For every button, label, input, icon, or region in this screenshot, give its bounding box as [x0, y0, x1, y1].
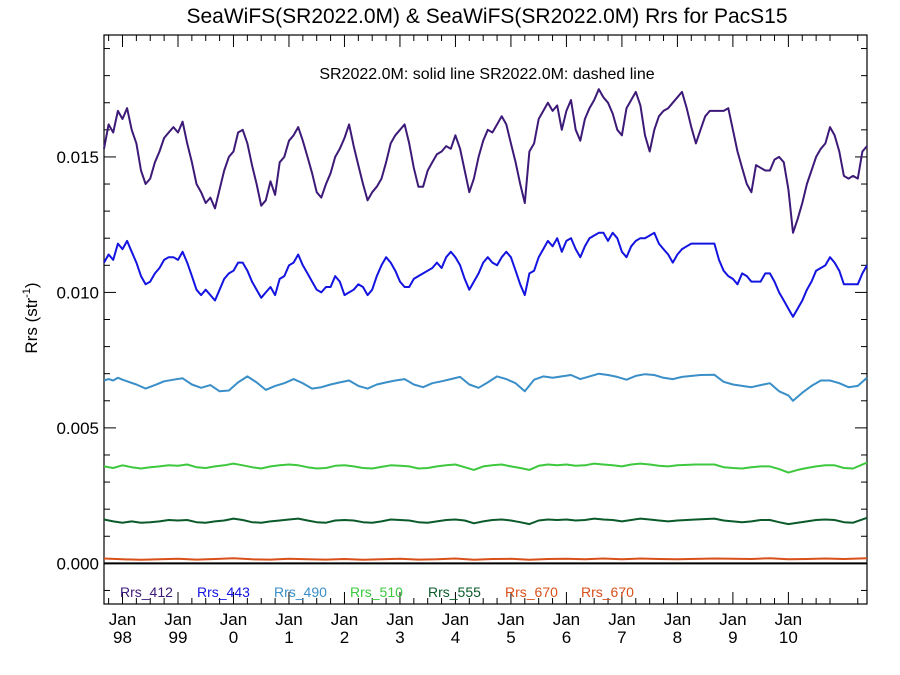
- line-style-annotation: SR2022.0M: solid line SR2022.0M: dashed …: [319, 66, 654, 83]
- x-tick-month-label: Jan: [553, 610, 580, 629]
- y-axis-label-close: ): [22, 282, 41, 288]
- legend-item: Rrs_490: [274, 584, 327, 600]
- x-tick-month-label: Jan: [664, 610, 691, 629]
- x-tick-month-label: Jan: [775, 610, 802, 629]
- x-tick-month-label: Jan: [497, 610, 524, 629]
- series-line-rrs-510: [103, 461, 868, 474]
- series-line-rrs-490: [103, 372, 868, 402]
- x-tick-month-label: Jan: [275, 610, 302, 629]
- x-tick-year-label: 10: [779, 628, 798, 647]
- x-tick-month-label: Jan: [164, 610, 191, 629]
- x-tick-year-label: 99: [169, 628, 188, 647]
- y-axis-label: Rrs (str-1): [21, 282, 41, 353]
- x-tick-year-label: 98: [113, 628, 132, 647]
- y-axis-label-superscript: -1: [21, 288, 33, 298]
- x-tick-month-label: Jan: [608, 610, 635, 629]
- legend: Rrs_412 Rrs_443 Rrs_490 Rrs_510 Rrs_555 Rrs_6…: [120, 584, 634, 600]
- x-tick-year-label: 2: [340, 628, 349, 647]
- series-line-rrs-670: [103, 557, 868, 561]
- x-tick-year-label: 5: [506, 628, 515, 647]
- axes-layer: 0.0000.0050.0100.015Jan98Jan99Jan0Jan1Ja…: [56, 35, 867, 647]
- x-tick-year-label: 8: [673, 628, 682, 647]
- y-tick-label: 0.000: [56, 554, 99, 573]
- x-tick-year-label: 7: [617, 628, 626, 647]
- x-tick-month-label: Jan: [442, 610, 469, 629]
- series-layer: [103, 88, 868, 561]
- x-tick-month-label: Jan: [719, 610, 746, 629]
- plot-frame: [103, 34, 868, 605]
- x-tick-year-label: 9: [728, 628, 737, 647]
- legend-item: Rrs_670: [581, 584, 634, 600]
- x-tick-month-label: Jan: [386, 610, 413, 629]
- chart-title: SeaWiFS(SR2022.0M) & SeaWiFS(SR2022.0M) …: [186, 5, 787, 28]
- y-axis-label-main: Rrs (str: [22, 298, 41, 354]
- y-tick-label: 0.005: [56, 419, 99, 438]
- x-tick-month-label: Jan: [109, 610, 136, 629]
- x-tick-month-label: Jan: [220, 610, 247, 629]
- x-tick-year-label: 0: [229, 628, 238, 647]
- x-tick-year-label: 1: [284, 628, 293, 647]
- legend-item: Rrs_412: [120, 584, 173, 600]
- series-line-rrs-555: [103, 516, 868, 526]
- series-line-rrs-412: [103, 88, 868, 234]
- y-tick-label: 0.010: [56, 283, 99, 302]
- x-tick-year-label: 4: [451, 628, 460, 647]
- series-line-rrs-443: [103, 231, 868, 318]
- x-tick-year-label: 3: [395, 628, 404, 647]
- legend-item: Rrs_443: [197, 584, 250, 600]
- legend-item: Rrs_510: [350, 584, 403, 600]
- x-tick-month-label: Jan: [331, 610, 358, 629]
- x-tick-year-label: 6: [562, 628, 571, 647]
- y-tick-label: 0.015: [56, 148, 99, 167]
- legend-item: Rrs_555: [428, 584, 481, 600]
- legend-item: Rrs_670: [505, 584, 558, 600]
